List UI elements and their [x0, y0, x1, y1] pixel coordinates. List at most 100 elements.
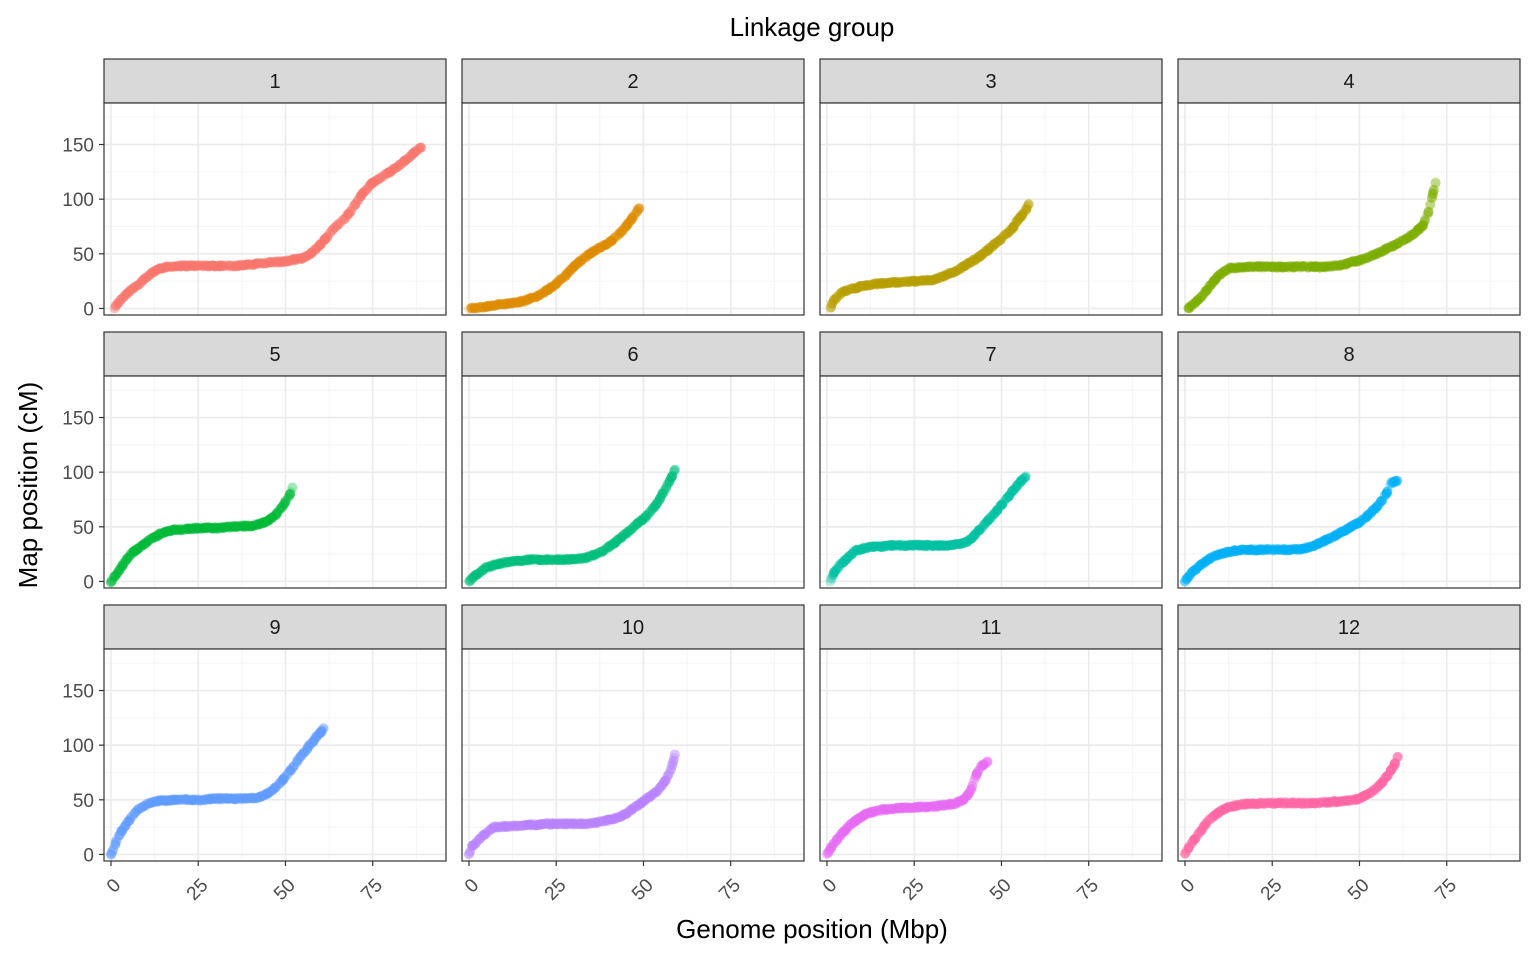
y-tick-label: 0: [83, 845, 94, 866]
x-tick-label: 25: [541, 875, 571, 905]
facet-strip-label: 4: [1343, 71, 1354, 93]
data-point: [141, 538, 152, 549]
data-point: [609, 232, 620, 243]
data-point: [131, 280, 142, 291]
data-point: [1275, 262, 1286, 273]
panel-background: [820, 376, 1162, 588]
data-point: [1279, 262, 1290, 273]
data-point: [327, 224, 338, 235]
data-point: [839, 285, 850, 296]
data-point: [1320, 261, 1331, 272]
panel-border: [461, 102, 805, 316]
data-point: [218, 260, 229, 271]
data-point: [616, 532, 627, 543]
x-tick-label: 75: [1431, 875, 1461, 905]
data-point: [573, 554, 584, 565]
data-point: [1392, 475, 1403, 486]
data-point: [618, 529, 629, 540]
data-point: [572, 553, 583, 564]
data-point: [1314, 262, 1325, 273]
x-tick-label: 25: [1257, 875, 1287, 905]
data-point: [1314, 262, 1325, 273]
data-point: [622, 526, 633, 537]
facet-panel-8: 8: [1177, 331, 1521, 589]
data-point: [659, 485, 670, 496]
panel-background: [462, 103, 804, 315]
data-point: [1332, 260, 1343, 271]
facet-strip: [819, 58, 1163, 104]
data-point: [891, 276, 902, 287]
data-point: [893, 277, 904, 288]
data-point: [588, 549, 599, 560]
data-point: [574, 553, 585, 564]
data-point: [589, 550, 600, 561]
data-point: [1428, 185, 1439, 196]
data-point: [624, 525, 635, 536]
data-point: [842, 285, 853, 296]
data-point: [841, 286, 852, 297]
data-point: [326, 226, 337, 237]
data-point: [343, 208, 354, 219]
facet-strip: [103, 331, 447, 377]
data-point: [570, 553, 581, 564]
data-point: [229, 521, 240, 532]
data-point: [1430, 178, 1441, 189]
data-point: [1333, 260, 1344, 271]
data-point: [231, 521, 242, 532]
data-point: [1423, 206, 1434, 217]
facet-strip-label: 9: [269, 617, 280, 639]
data-point: [217, 261, 228, 272]
data-point: [829, 567, 840, 578]
data-point: [982, 756, 993, 767]
panel-background: [1178, 103, 1520, 315]
data-point: [616, 532, 627, 543]
data-point: [669, 749, 680, 760]
data-point: [526, 554, 537, 565]
data-point: [988, 240, 999, 251]
data-point: [256, 258, 267, 269]
facet-strip-label: 5: [269, 344, 280, 366]
data-point: [132, 280, 143, 291]
panel-background: [462, 376, 804, 588]
facet-strip-label: 7: [985, 344, 996, 366]
facet-strip-label: 11: [981, 617, 1002, 639]
data-point: [1319, 261, 1330, 272]
data-point: [318, 723, 329, 734]
panel-background: [104, 103, 446, 315]
y-tick-label: 50: [73, 791, 94, 812]
data-point: [627, 212, 638, 223]
data-point: [268, 511, 279, 522]
facet-strip-label: 3: [985, 71, 996, 93]
data-point: [122, 553, 133, 564]
data-point: [231, 521, 242, 532]
y-tick-label: 50: [73, 518, 94, 539]
panel-border: [461, 375, 805, 589]
data-point: [551, 278, 562, 289]
data-point: [285, 489, 296, 500]
x-tick-label: 25: [899, 875, 929, 905]
data-point: [1277, 262, 1288, 273]
data-point: [660, 484, 671, 495]
data-point: [345, 206, 356, 217]
data-point: [331, 220, 342, 231]
data-point: [1423, 207, 1434, 218]
data-point: [1295, 262, 1306, 273]
data-point: [327, 224, 338, 235]
data-point: [991, 237, 1002, 248]
facet-panel-9: 9 0 50 100 150 0 25 50 75: [62, 604, 447, 905]
data-point: [1317, 262, 1328, 273]
data-point: [285, 486, 296, 497]
data-point: [469, 570, 480, 581]
data-point: [1297, 261, 1308, 272]
data-point: [130, 281, 141, 292]
data-point: [231, 522, 242, 533]
data-point: [530, 292, 541, 303]
data-point: [642, 510, 653, 521]
data-point: [472, 302, 483, 313]
data-point: [219, 261, 230, 272]
data-point: [1297, 261, 1308, 272]
data-point: [1227, 262, 1237, 273]
data-point: [634, 203, 645, 214]
